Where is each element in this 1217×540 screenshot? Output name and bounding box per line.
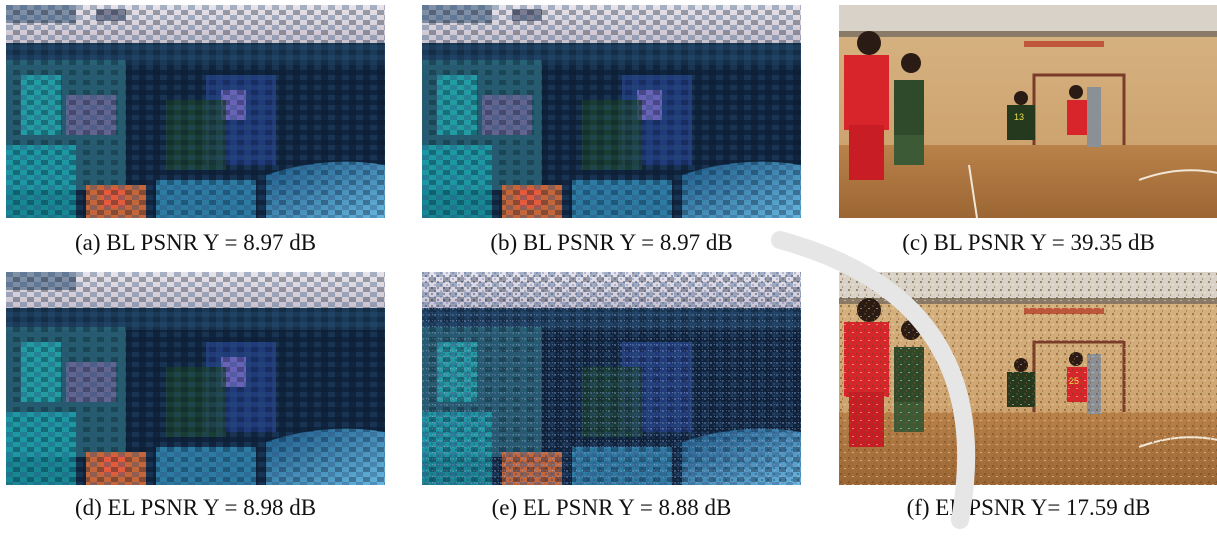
panel-a-image [6, 5, 385, 218]
caption-f: (f) EL PSNR Y= 17.59 dB [906, 495, 1151, 520]
caption-b: (b) BL PSNR Y = 8.97 dB [490, 230, 733, 255]
caption-e: (e) EL PSNR Y = 8.88 dB [491, 495, 732, 520]
panel-c-image: 13 [839, 5, 1217, 218]
jersey-number-13-c: 13 [1014, 112, 1024, 122]
panel-d-image [6, 272, 385, 485]
caption-c: (c) BL PSNR Y = 39.35 dB [902, 230, 1155, 255]
caption-d: (d) EL PSNR Y = 8.98 dB [74, 495, 317, 520]
panel-e-image [422, 272, 801, 485]
panel-f-image: 25 [839, 272, 1217, 485]
panel-b-image [422, 5, 801, 218]
caption-a: (a) BL PSNR Y = 8.97 dB [74, 230, 317, 255]
